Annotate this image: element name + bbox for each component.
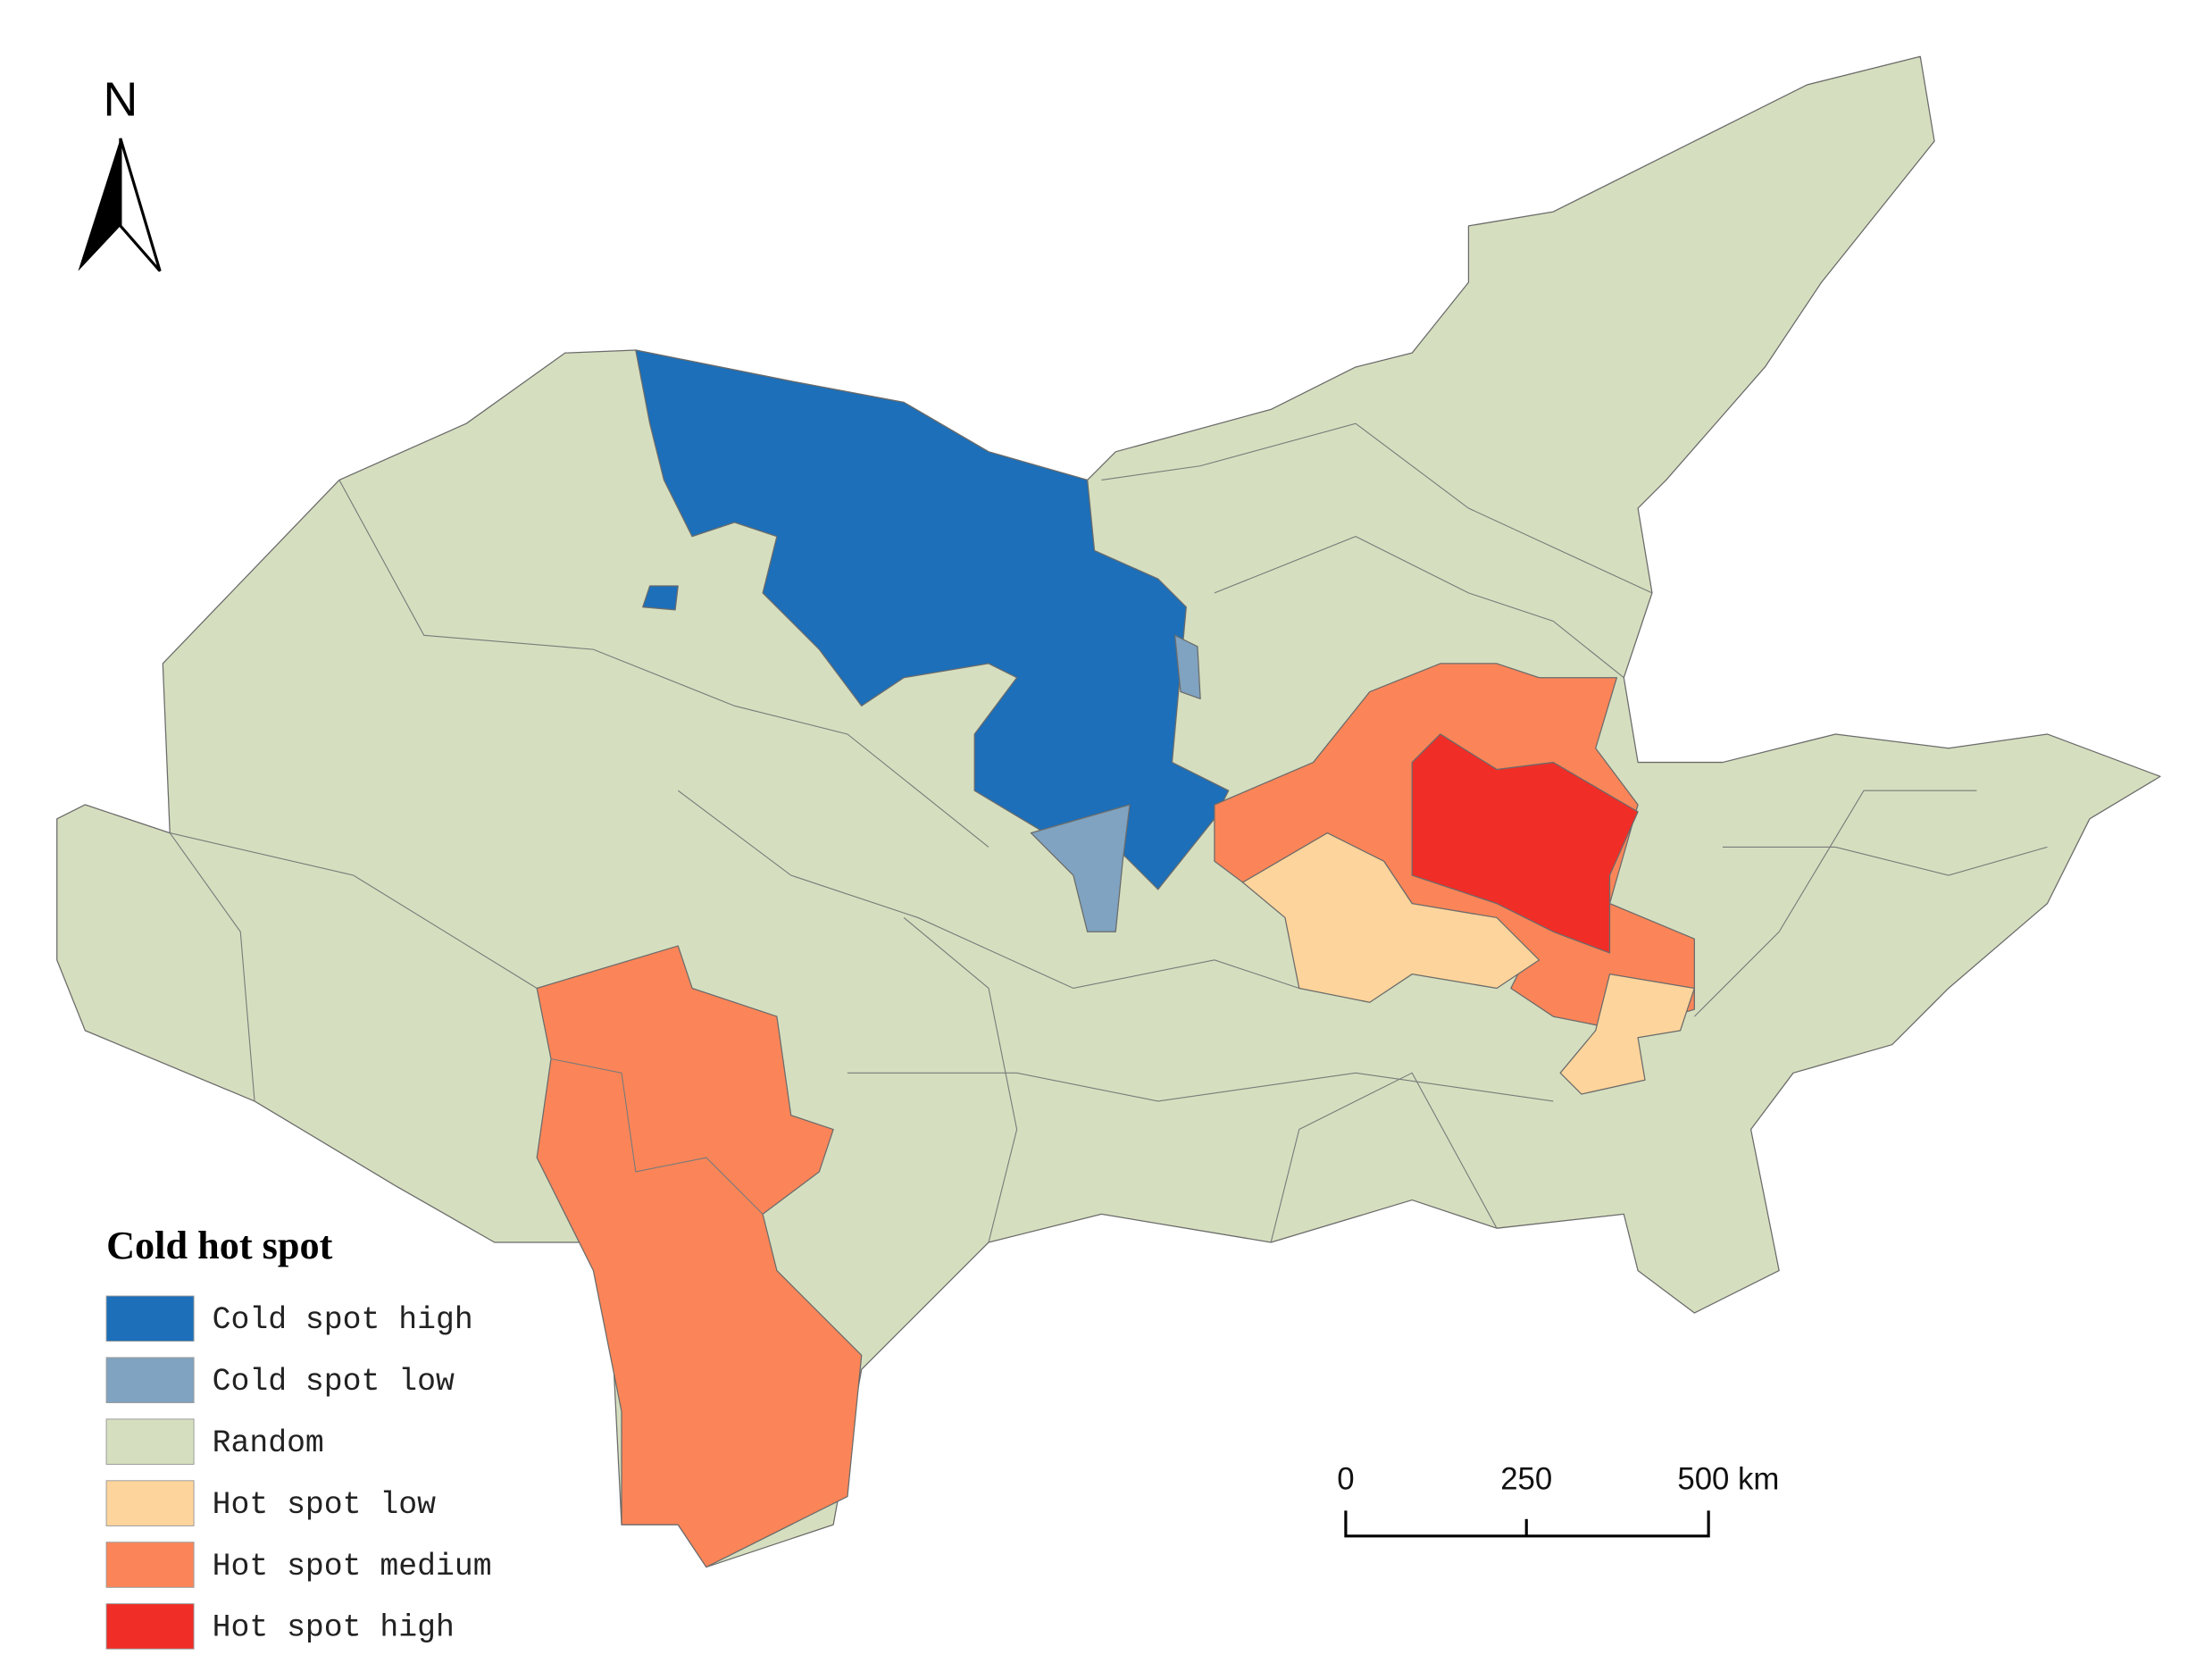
legend-swatch xyxy=(105,1357,195,1404)
region-cold-spot-low xyxy=(1030,804,1131,932)
region-border xyxy=(1693,790,1977,1017)
legend: Cold hot spot Cold spot high Cold spot lo… xyxy=(105,1224,492,1650)
region-border xyxy=(903,917,1018,1243)
region-border xyxy=(1101,422,1653,594)
scale-label: 500 km xyxy=(1677,1463,1779,1497)
legend-swatch xyxy=(105,1542,195,1588)
legend-swatch xyxy=(105,1295,195,1342)
legend-swatch xyxy=(105,1603,195,1650)
scale-label: 0 xyxy=(1337,1463,1354,1497)
region-cold-spot-low xyxy=(1174,634,1201,700)
region-hot-spot-low xyxy=(1559,974,1695,1095)
region-cold-spot-high xyxy=(635,349,1230,890)
legend-swatch xyxy=(105,1418,195,1465)
north-label: N xyxy=(103,73,138,127)
region-border xyxy=(1722,846,2048,876)
region-cold-spot-high xyxy=(642,585,679,611)
north-arrow-right xyxy=(119,138,162,272)
legend-title: Cold hot spot xyxy=(106,1224,333,1267)
scale-bar: 0 250 500 km xyxy=(1337,1463,1779,1538)
region-border xyxy=(1270,1072,1498,1243)
legend-label: Random xyxy=(213,1426,324,1461)
legend-label: Hot spot high xyxy=(213,1611,455,1646)
region-border xyxy=(169,832,255,1101)
legend-swatch xyxy=(105,1480,195,1526)
region-border xyxy=(677,790,1299,990)
scale-label: 250 xyxy=(1500,1463,1552,1497)
legend-label: Hot spot low xyxy=(213,1488,436,1523)
region-border xyxy=(1214,536,1624,679)
region-border xyxy=(170,832,538,989)
region-border xyxy=(338,480,989,848)
legend-label: Cold spot low xyxy=(213,1365,455,1400)
region-border xyxy=(847,1072,1554,1102)
legend-items: Cold spot high Cold spot low Random Hot spo… xyxy=(105,1295,492,1650)
region-hot-spot-medium xyxy=(536,945,863,1568)
legend-label: Cold spot high xyxy=(213,1303,473,1338)
region-hot-spot-low xyxy=(1241,832,1541,1003)
legend-label: Hot spot medium xyxy=(213,1550,492,1584)
region-border xyxy=(550,1057,764,1215)
regions xyxy=(56,55,2161,1568)
region-hot-spot-high xyxy=(1411,733,1639,954)
